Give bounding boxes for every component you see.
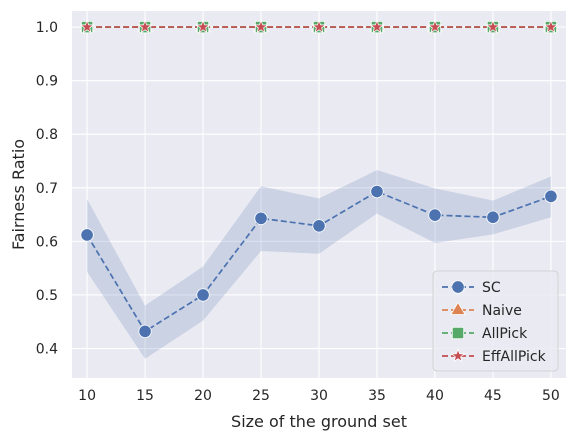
data-point-effallpick — [485, 19, 501, 34]
series-markers — [79, 18, 559, 339]
x-tick-label: 15 — [136, 388, 154, 404]
y-axis-title: Fairness Ratio — [9, 139, 28, 250]
x-tick-label: 45 — [484, 388, 502, 404]
data-point-sc — [196, 288, 210, 302]
legend-marker-sc — [451, 280, 465, 294]
x-tick-label: 25 — [252, 388, 270, 404]
legend-label: AllPick — [482, 326, 528, 342]
data-point-effallpick — [369, 19, 385, 34]
y-tick-label: 0.4 — [36, 342, 58, 358]
y-tick-label: 0.9 — [36, 74, 58, 90]
data-point-sc — [370, 184, 384, 199]
data-point-effallpick — [79, 19, 95, 34]
legend-label: Naive — [482, 303, 522, 319]
data-point-sc — [254, 211, 268, 225]
x-tick-label: 20 — [194, 388, 212, 404]
x-tick-labels: 10 15 20 25 30 35 40 45 50 — [78, 388, 560, 404]
y-tick-label: 0.6 — [36, 234, 58, 250]
y-tick-label: 1.0 — [36, 20, 58, 36]
data-point-effallpick — [253, 19, 269, 34]
y-tick-label: 0.7 — [36, 181, 58, 197]
data-point-sc — [312, 219, 326, 233]
y-tick-labels: 0.4 0.5 0.6 0.7 0.8 0.9 1.0 — [36, 20, 58, 357]
data-point-effallpick — [427, 19, 443, 34]
legend-box — [432, 270, 559, 372]
data-point-effallpick — [543, 19, 559, 34]
legend-marker-allpick — [451, 326, 465, 340]
y-tick-label: 0.8 — [36, 127, 58, 143]
legend-marker-naive — [450, 301, 466, 315]
legend-label: EffAllPick — [482, 349, 547, 365]
x-tick-label: 10 — [78, 388, 96, 404]
data-point-sc — [486, 210, 500, 224]
data-point-sc — [428, 208, 442, 222]
x-axis-title: Size of the ground set — [231, 412, 407, 431]
x-tick-label: 30 — [310, 388, 328, 404]
data-point-sc — [80, 228, 94, 242]
data-point-effallpick — [311, 19, 327, 34]
data-point-effallpick — [137, 19, 153, 34]
data-point-effallpick — [195, 19, 211, 34]
legend: SC Naive AllPick EffAllPick — [432, 270, 559, 372]
x-tick-label: 35 — [368, 388, 386, 404]
data-point-sc — [544, 189, 558, 204]
y-tick-label: 0.5 — [36, 288, 58, 304]
x-tick-label: 50 — [542, 388, 560, 404]
data-point-sc — [138, 324, 152, 339]
x-tick-label: 40 — [426, 388, 444, 404]
legend-label: SC — [482, 280, 501, 296]
legend-marker-effallpick — [450, 348, 466, 363]
